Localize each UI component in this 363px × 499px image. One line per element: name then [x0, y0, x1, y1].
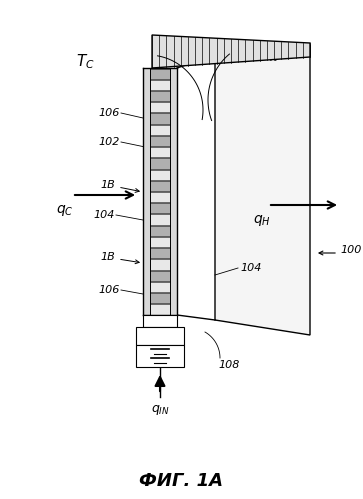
Bar	[150, 68, 170, 79]
Bar	[150, 282, 170, 292]
Bar	[170, 68, 177, 315]
Bar	[150, 259, 170, 269]
Bar	[150, 270, 170, 281]
Text: 102: 102	[99, 137, 120, 147]
Bar	[150, 91, 170, 101]
Bar	[150, 248, 170, 258]
Bar	[136, 345, 184, 367]
Bar	[150, 102, 170, 112]
Bar	[150, 226, 170, 236]
Bar	[150, 136, 170, 146]
Bar	[150, 113, 170, 124]
Bar	[150, 125, 170, 135]
Bar	[150, 215, 170, 225]
Text: 106: 106	[99, 108, 120, 118]
Bar	[136, 327, 184, 345]
Bar	[150, 181, 170, 191]
Text: $q_H$: $q_H$	[253, 213, 271, 228]
Bar	[150, 304, 170, 314]
Text: 104: 104	[240, 263, 261, 273]
Bar	[150, 170, 170, 180]
Text: $q_{IN}$: $q_{IN}$	[151, 403, 170, 417]
Bar	[143, 68, 150, 315]
Bar	[150, 203, 170, 214]
Bar	[150, 147, 170, 157]
Bar	[143, 315, 177, 327]
Polygon shape	[152, 35, 310, 68]
Text: $T_C$: $T_C$	[76, 53, 94, 71]
Bar	[150, 293, 170, 303]
Text: 106: 106	[99, 285, 120, 295]
Bar	[150, 192, 170, 202]
Text: 100: 100	[340, 245, 362, 255]
Bar	[150, 158, 170, 169]
Text: 104: 104	[94, 210, 115, 220]
Text: $q_C$: $q_C$	[56, 203, 74, 218]
Bar	[150, 80, 170, 90]
Polygon shape	[215, 45, 310, 335]
Text: 1B: 1B	[100, 180, 115, 190]
Text: 108: 108	[218, 360, 239, 370]
Text: ФИГ. 1А: ФИГ. 1А	[139, 472, 223, 490]
Bar	[150, 237, 170, 247]
Text: 1B: 1B	[100, 252, 115, 262]
Text: $T_H$: $T_H$	[261, 45, 280, 64]
